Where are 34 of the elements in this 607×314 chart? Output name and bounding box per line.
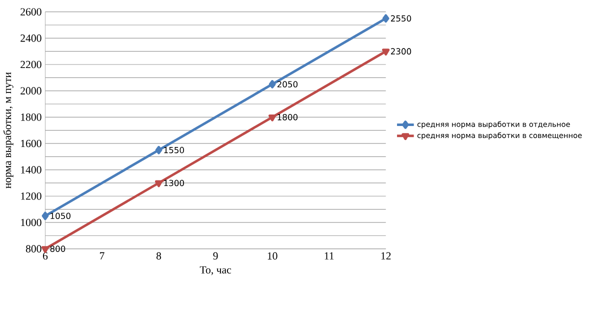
data-label: 1300 [164, 180, 184, 186]
point [268, 80, 276, 88]
y-tick-label: 2200 [20, 60, 42, 68]
point [382, 48, 390, 56]
y-tick-label: 2600 [20, 8, 42, 16]
y-tick-label: 2000 [20, 87, 42, 94]
x-tick-label: 10 [268, 252, 278, 260]
data-label: 800 [50, 246, 66, 252]
point [382, 14, 390, 23]
x-tick-label: 6 [42, 252, 48, 260]
y-tick-label: 2400 [20, 34, 42, 42]
x-tick-label: 12 [381, 252, 391, 260]
data-label: 1050 [50, 212, 70, 220]
point [155, 146, 162, 154]
y-tick-label: 1600 [21, 140, 42, 148]
data-label: 2050 [277, 81, 298, 88]
data-label: 2550 [390, 15, 412, 22]
x-tick-label: 7 [100, 252, 104, 260]
point [42, 212, 49, 220]
y-tick-label: 1200 [21, 192, 42, 200]
y-axis-title: норма выработки, м пути [3, 72, 14, 188]
data-label: 1550 [164, 146, 184, 154]
data-label: 1800 [278, 114, 298, 120]
x-tick-label: 8 [156, 252, 162, 260]
y-tick-label: 800 [26, 245, 42, 252]
x-axis-title: То, час [200, 266, 232, 276]
x-tick-label: 11 [324, 252, 334, 260]
x-tick-label: 9 [213, 252, 218, 260]
y-tick-label: 1800 [21, 114, 42, 121]
y-tick-label: 1000 [21, 218, 42, 226]
point [154, 180, 163, 188]
point [268, 114, 276, 122]
data-label: 2300 [390, 48, 412, 55]
y-tick-label: 1400 [21, 166, 42, 174]
